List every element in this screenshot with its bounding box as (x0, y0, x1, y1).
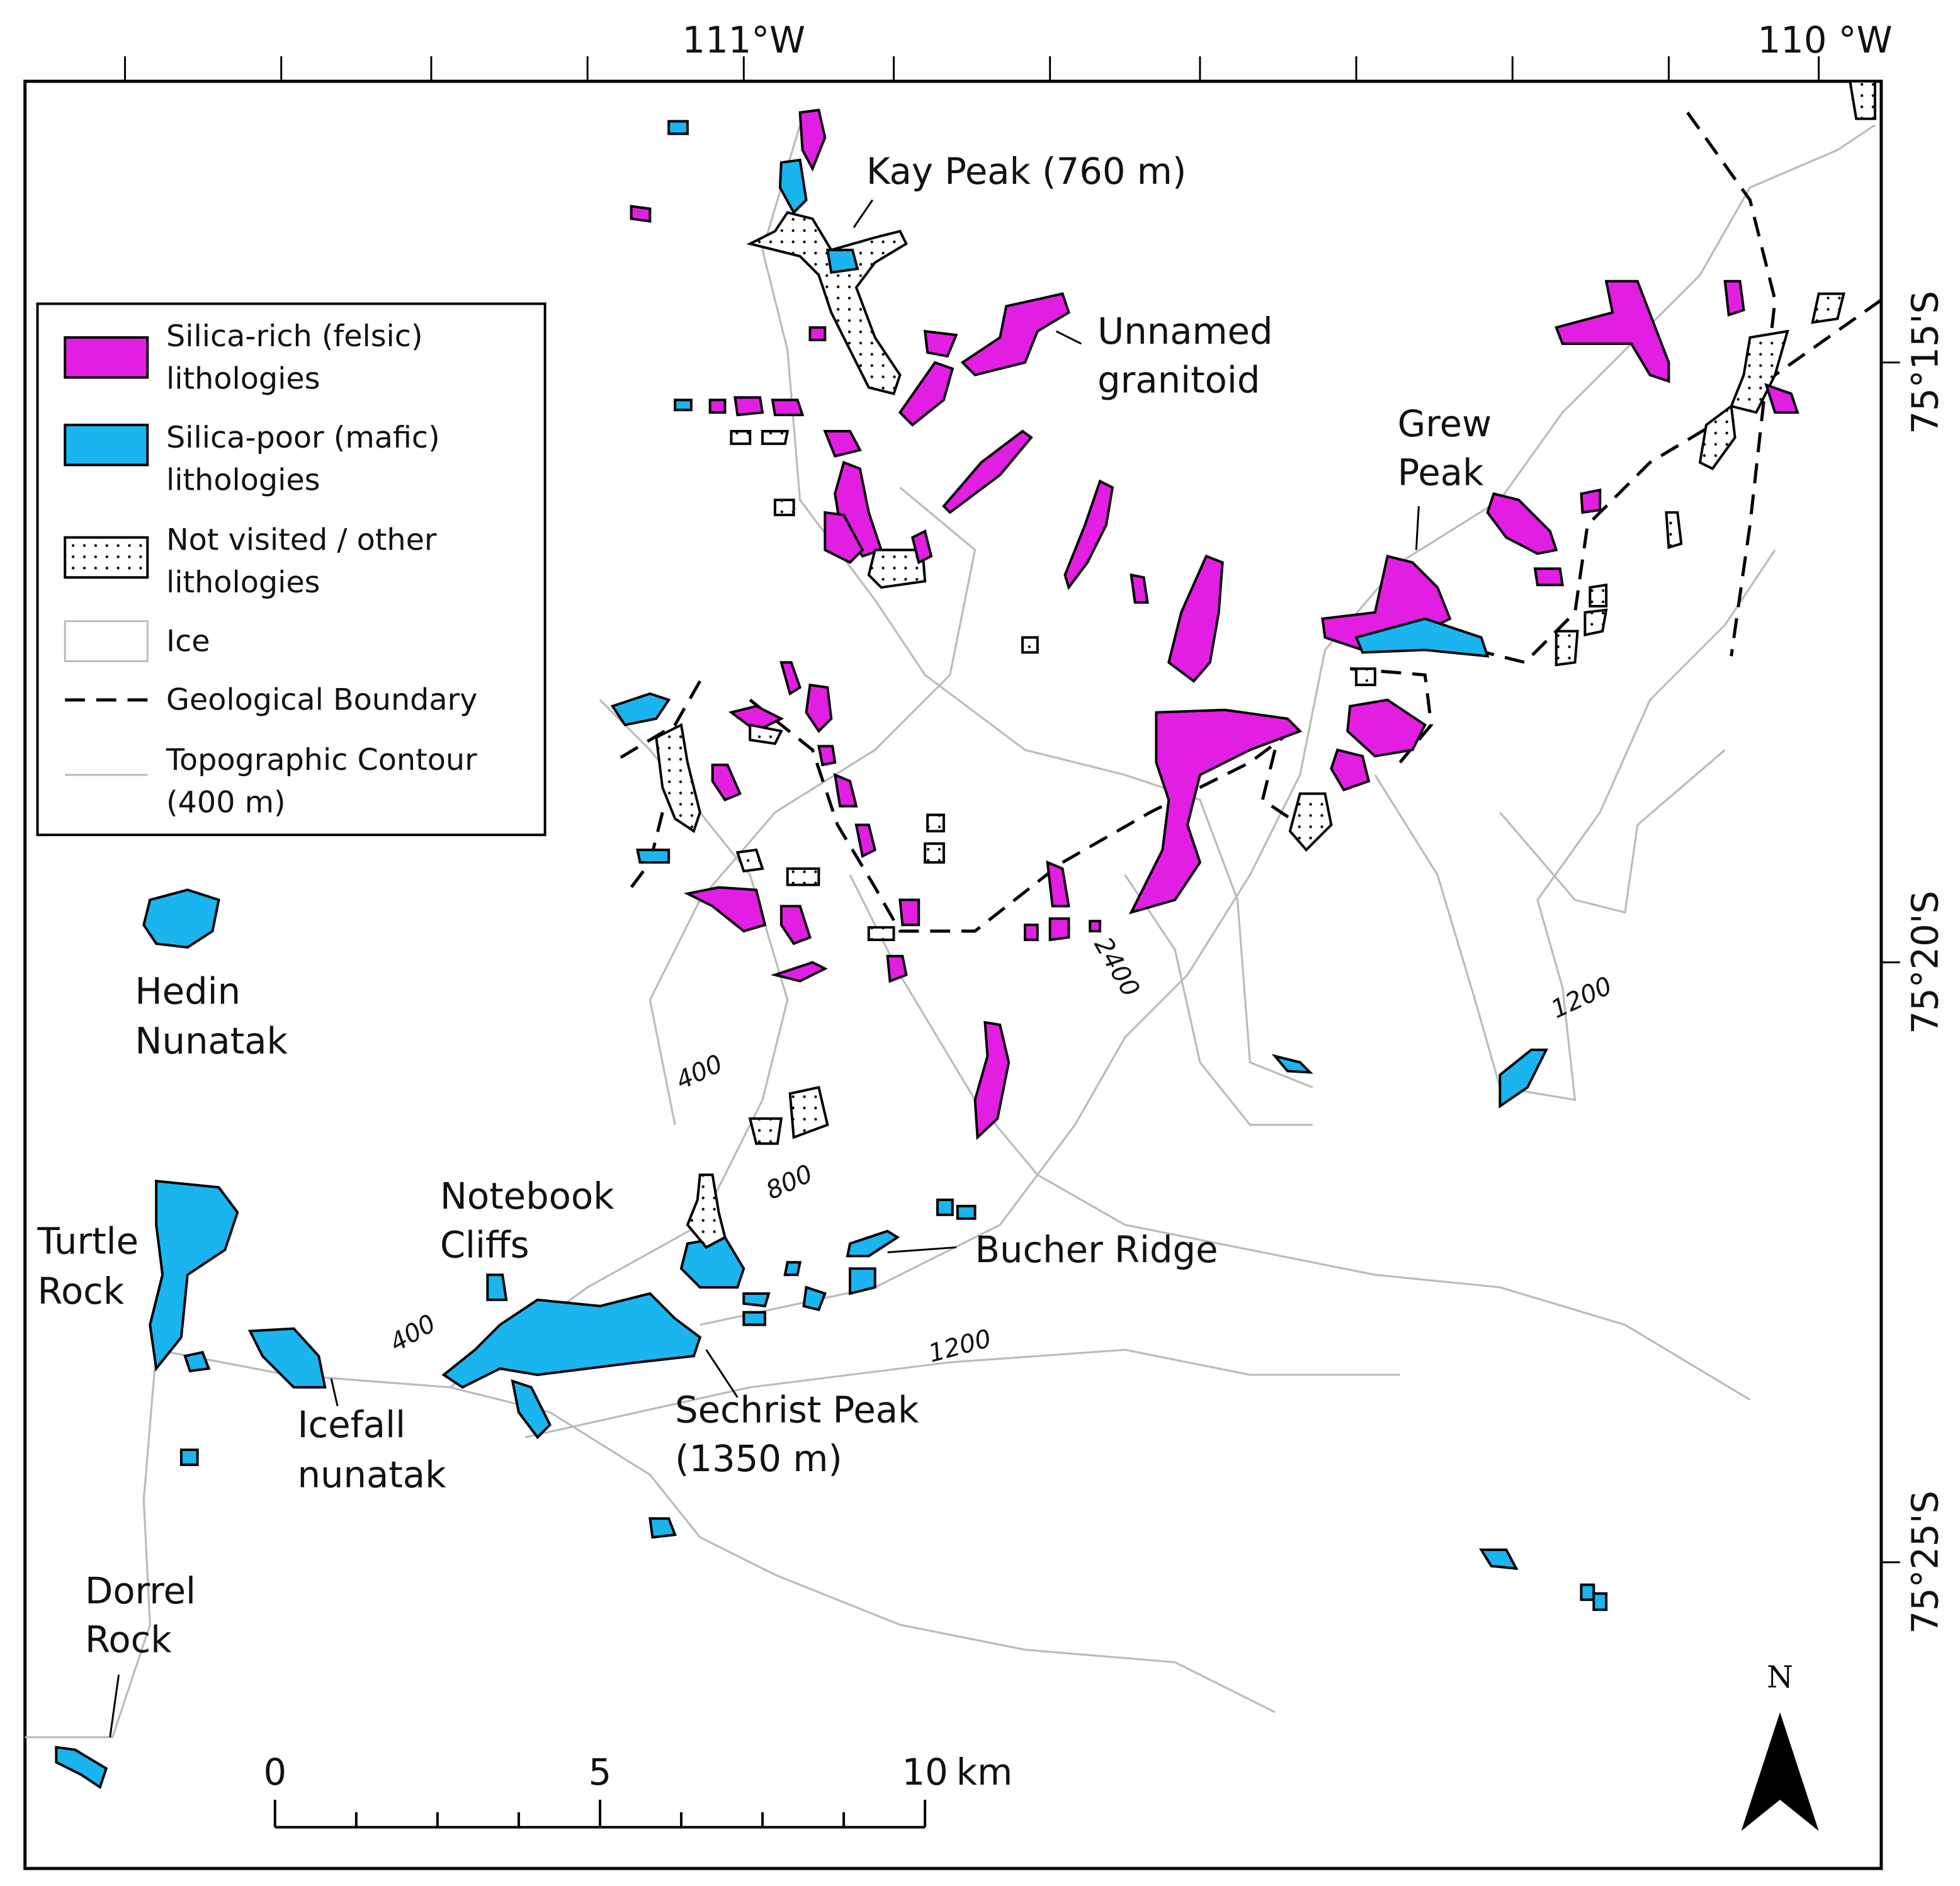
place-label: Sechrist Peak (675, 1389, 919, 1431)
legend-swatch (64, 536, 149, 579)
legend-swatch (64, 424, 149, 466)
longitude-label: 110 °W (1758, 19, 1893, 61)
place-label: Cliffs (440, 1224, 530, 1266)
latitude-label: 75°25'S (1904, 1491, 1946, 1634)
legend: Silica-rich (felsic) lithologies Silica-… (36, 302, 547, 837)
graticule-ticks (124, 56, 1900, 1564)
place-label: Rock (85, 1619, 172, 1661)
latitude-label: 75°20'S (1904, 891, 1946, 1034)
legend-label: Ice (166, 624, 210, 658)
north-arrow (1741, 1712, 1819, 1831)
legend-swatch (64, 620, 149, 662)
leader-lines (109, 199, 1420, 1737)
north-label: N (1767, 1660, 1793, 1695)
legend-swatch (64, 336, 149, 379)
place-label: Unnamed (1097, 310, 1272, 353)
legend-label: Silica-poor (mafic) (166, 421, 440, 455)
place-label: Peak (1398, 451, 1484, 494)
place-label: Rock (38, 1270, 125, 1313)
scale-label: 10 (902, 1751, 948, 1793)
place-label: Icefall (298, 1404, 406, 1446)
place-label: Bucher Ridge (975, 1229, 1218, 1271)
place-label: Nunatak (135, 1020, 288, 1063)
latitude-label: 75°15'S (1904, 291, 1946, 434)
place-label: Hedin (135, 970, 241, 1012)
scale-unit: km (956, 1751, 1012, 1793)
longitude-label: 111°W (682, 19, 805, 61)
place-label: Grew (1398, 403, 1492, 445)
legend-label: lithologies (166, 463, 320, 497)
place-label: nunatak (298, 1454, 447, 1496)
legend-label: lithologies (166, 565, 320, 600)
place-label: Turtle (37, 1220, 139, 1262)
legend-label: Topographic Contour (166, 743, 477, 777)
outcrops (55, 80, 1876, 1790)
legend-label: Geological Boundary (166, 683, 477, 718)
place-label: Dorrel (85, 1570, 196, 1612)
scale-bar (273, 1799, 927, 1829)
scale-label: 5 (589, 1751, 612, 1793)
scale-label: 0 (263, 1751, 286, 1793)
place-label: (1350 m) (675, 1438, 842, 1480)
place-label: granitoid (1097, 359, 1260, 401)
legend-label: Not visited / other (166, 523, 437, 558)
place-label: Kay Peak (760 m) (866, 150, 1187, 193)
legend-label: lithologies (166, 362, 320, 397)
legend-label: Silica-rich (felsic) (166, 319, 422, 354)
place-label: Notebook (440, 1175, 615, 1217)
legend-label: (400 m) (166, 786, 286, 820)
